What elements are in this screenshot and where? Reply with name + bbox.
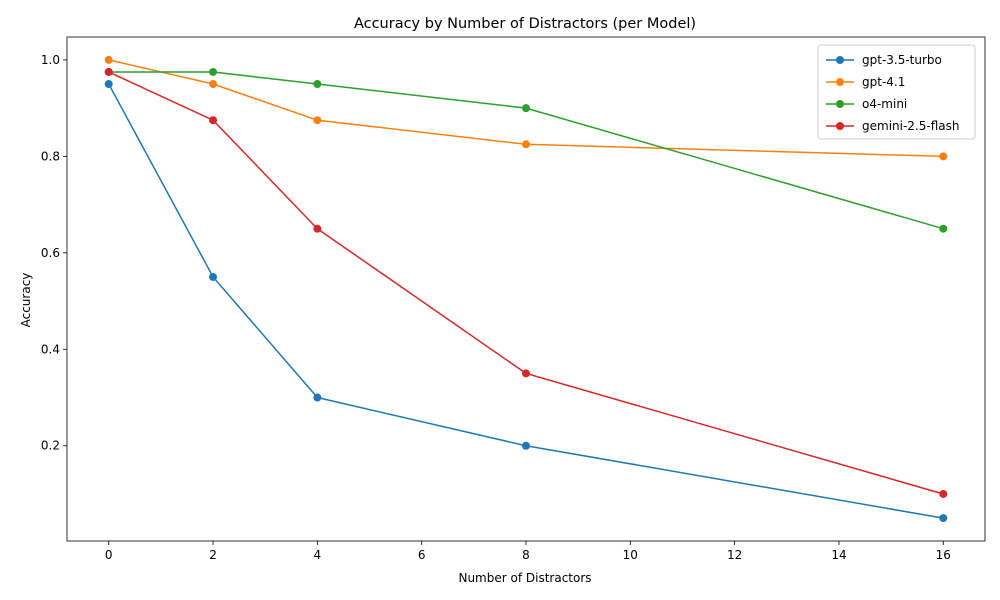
plot-area: 0 2 4 6 8 10 12 14 16 0.2 0.4 0.6 0.8 1.0 bbox=[41, 36, 986, 562]
legend-marker-1 bbox=[836, 78, 844, 86]
x-tick-label: 10 bbox=[623, 548, 638, 562]
x-tick-label: 12 bbox=[727, 548, 742, 562]
data-point bbox=[939, 489, 948, 498]
x-tick-label: 6 bbox=[418, 548, 426, 562]
legend-marker-2 bbox=[836, 100, 844, 108]
legend-label-1: gpt-4.1 bbox=[862, 75, 905, 89]
data-point bbox=[313, 393, 322, 402]
x-tick-label: 16 bbox=[936, 548, 951, 562]
legend-marker-3 bbox=[836, 122, 844, 130]
data-point bbox=[939, 152, 948, 161]
data-point bbox=[939, 514, 948, 523]
legend-label-2: o4-mini bbox=[862, 97, 907, 111]
data-point bbox=[209, 67, 218, 76]
x-axis-label: Number of Distractors bbox=[458, 571, 591, 585]
data-point bbox=[522, 369, 530, 378]
data-point bbox=[313, 80, 322, 89]
data-point bbox=[313, 116, 322, 125]
data-point bbox=[522, 104, 530, 113]
data-point bbox=[209, 272, 218, 281]
legend-label-0: gpt-3.5-turbo bbox=[862, 53, 942, 67]
legend-label-3: gemini-2.5-flash bbox=[862, 119, 959, 133]
y-tick-label: 0.6 bbox=[41, 246, 60, 260]
x-tick-label: 8 bbox=[522, 548, 530, 562]
y-tick-label: 0.4 bbox=[41, 342, 60, 356]
data-point bbox=[313, 224, 322, 233]
data-point bbox=[209, 80, 218, 89]
legend: gpt-3.5-turbo gpt-4.1 o4-mini gemini-2.5-fl… bbox=[817, 44, 976, 140]
legend-box bbox=[817, 44, 976, 140]
x-tick-label: 2 bbox=[209, 548, 217, 562]
x-tick-label: 4 bbox=[314, 548, 322, 562]
data-point bbox=[104, 67, 113, 76]
data-point bbox=[939, 224, 948, 233]
x-tick-label: 0 bbox=[105, 548, 113, 562]
y-axis-label: Accuracy bbox=[19, 273, 33, 328]
data-point bbox=[522, 441, 530, 450]
y-tick-label: 1.0 bbox=[41, 53, 60, 67]
y-tick-label: 0.2 bbox=[41, 439, 60, 453]
data-point bbox=[522, 140, 530, 149]
x-tick-label: 14 bbox=[831, 548, 846, 562]
series-line-0 bbox=[108, 83, 944, 519]
data-point bbox=[104, 55, 113, 64]
data-point bbox=[104, 80, 113, 89]
y-tick-label: 0.8 bbox=[41, 149, 60, 163]
data-point bbox=[209, 116, 218, 125]
chart-title: Accuracy by Number of Distractors (per M… bbox=[354, 16, 696, 32]
legend-marker-0 bbox=[836, 56, 844, 64]
